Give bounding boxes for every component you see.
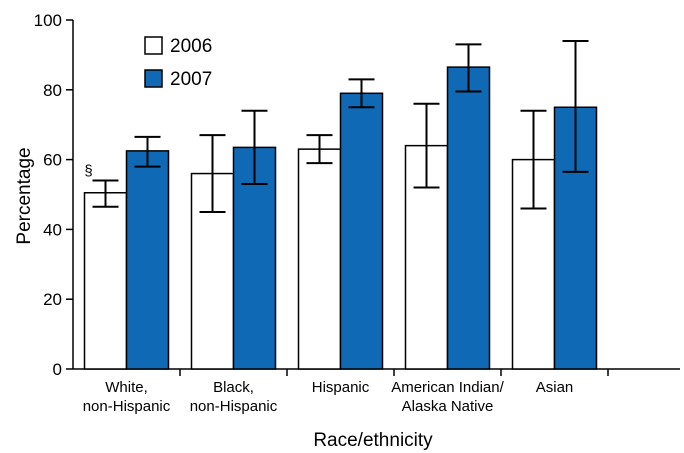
x-tick-label: Black, (213, 379, 254, 396)
y-tick-label: 80 (43, 81, 62, 100)
axes: 0 20 40 60 80 100 White, non-Hispanic Black, non-… (34, 11, 680, 415)
y-tick-label: 0 (53, 360, 62, 379)
x-tick-label: Alaska Native (402, 398, 494, 415)
error-bars: § (84, 39, 589, 213)
legend-swatch-2006 (144, 36, 163, 55)
legend-label-2006: 2006 (170, 36, 212, 57)
y-tick-label: 40 (43, 220, 62, 239)
x-tick-label: non-Hispanic (83, 398, 171, 415)
bar-2007 (125, 150, 170, 370)
legend-label-2007: 2007 (170, 69, 212, 90)
x-tick-label: White, (105, 379, 148, 396)
bar-2007 (446, 66, 491, 370)
x-tick-label: Asian (536, 379, 574, 396)
x-tick-label: American Indian/ (391, 379, 504, 396)
annotation-mark: § (84, 163, 92, 180)
bars (83, 66, 598, 370)
x-axis-title: Race/ethnicity (313, 430, 433, 451)
y-tick-label: 60 (43, 151, 62, 170)
legend: 2006 2007 (144, 36, 212, 90)
x-tick-label: Hispanic (312, 379, 370, 396)
legend-swatch-2007 (144, 69, 163, 88)
bar-2006 (297, 148, 342, 370)
y-tick-label: 100 (34, 11, 62, 30)
bar-2007 (339, 92, 384, 370)
y-axis-title: Percentage (14, 147, 35, 244)
x-tick-label: non-Hispanic (190, 398, 278, 415)
y-tick-label: 20 (43, 290, 62, 309)
bar-2006 (83, 192, 128, 370)
